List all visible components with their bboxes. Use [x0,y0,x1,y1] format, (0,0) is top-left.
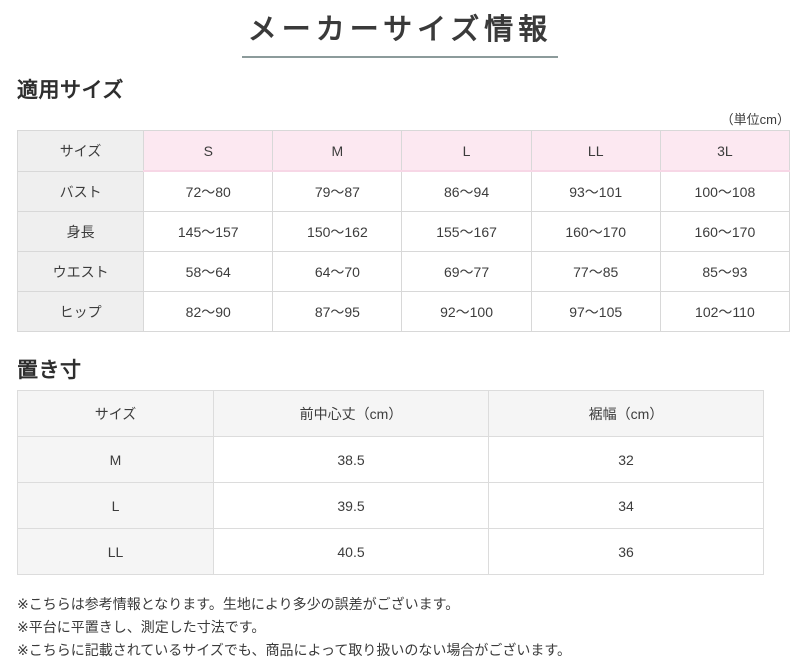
table-cell: 64〜70 [272,251,403,293]
table-header-row: サイズ S M L LL 3L [16,130,791,173]
table-cell: 40.5 [213,528,489,576]
table-cell: 79〜87 [272,170,403,213]
table-cell: 92〜100 [401,291,532,333]
flat-measurements-table: サイズ 前中心丈（cm） 裾幅（cm） M 38.5 32 L 39.5 34 … [17,390,764,576]
table-cell: 160〜170 [659,211,791,253]
table-cell: 39.5 [213,482,489,530]
note-item: ※こちらは参考情報となります。生地により多少の誤差がございます。 [17,596,460,613]
table-cell: 97〜105 [530,291,661,333]
table-row: ヒップ 82〜90 87〜95 92〜100 97〜105 102〜110 [16,291,791,333]
table-row: バスト 72〜80 79〜87 86〜94 93〜101 100〜108 [16,170,791,213]
note-item: ※こちらに記載されているサイズでも、商品によって取り扱いのない場合がございます。 [17,641,571,658]
table-row: ウエスト 58〜64 64〜70 69〜77 77〜85 85〜93 [16,251,791,293]
section-heading-flat-measurements: 置き寸 [17,359,82,383]
table-row: LL 40.5 36 [17,528,764,576]
column-header-m: M [272,130,403,173]
table-cell: 85〜93 [659,251,791,293]
table-cell: 58〜64 [143,251,274,293]
table-cell: 102〜110 [659,291,791,333]
row-label-hip: ヒップ [16,291,145,333]
column-header-ll: LL [530,130,661,173]
table-cell: 36 [488,528,764,576]
table-cell: 82〜90 [143,291,274,333]
applicable-size-table: サイズ S M L LL 3L バスト 72〜80 79〜87 86〜94 93… [16,130,791,333]
page-title: メーカーサイズ情報 [241,12,559,59]
flat-measurements-table-head: サイズ 前中心丈（cm） 裾幅（cm） [17,390,764,438]
table-cell: 86〜94 [401,170,532,213]
table-cell: 72〜80 [143,170,274,213]
table-cell: 32 [488,436,764,484]
table-cell: 155〜167 [401,211,532,253]
table-cell: 100〜108 [659,170,791,213]
table-cell: 34 [488,482,764,530]
table-cell: 38.5 [213,436,489,484]
note-item: ※平台に平置きし、測定した寸法です。 [17,618,266,635]
table-row: M 38.5 32 [17,436,764,484]
row-label-bust: バスト [16,170,145,213]
column-header-s: S [143,130,274,173]
table-cell: 160〜170 [530,211,661,253]
row-label-m: M [17,436,214,484]
table-cell: 87〜95 [272,291,403,333]
table-header-row: サイズ 前中心丈（cm） 裾幅（cm） [17,390,764,438]
flat-measurements-table-body: M 38.5 32 L 39.5 34 LL 40.5 36 [17,436,764,576]
section-heading-applicable-size: 適用サイズ [17,79,124,103]
table-row: 身長 145〜157 150〜162 155〜167 160〜170 160〜1… [16,211,791,253]
column-header-hem-width: 裾幅（cm） [488,390,764,438]
unit-note: （単位cm） [720,112,790,128]
row-label-height: 身長 [16,211,145,253]
unit-note-row: （単位cm） [17,110,790,128]
table-cell: 150〜162 [272,211,403,253]
table-cell: 77〜85 [530,251,661,293]
table-cell: 69〜77 [401,251,532,293]
column-header-size: サイズ [16,130,145,172]
table-cell: 145〜157 [143,211,274,253]
table-row: L 39.5 34 [17,482,764,530]
title-container: メーカーサイズ情報 [0,0,800,59]
row-label-l: L [17,482,214,530]
column-header-front-center-length: 前中心丈（cm） [213,390,489,438]
row-label-ll: LL [17,528,214,576]
row-label-waist: ウエスト [16,251,145,293]
notes-block: ※こちらは参考情報となります。生地により多少の誤差がございます。 ※平台に平置き… [17,593,800,661]
column-header-3l: 3L [659,130,791,173]
table-cell: 93〜101 [530,170,661,213]
column-header-size: サイズ [17,390,214,438]
applicable-size-table-body: バスト 72〜80 79〜87 86〜94 93〜101 100〜108 身長 … [16,170,791,333]
column-header-l: L [401,130,532,173]
applicable-size-table-head: サイズ S M L LL 3L [16,130,791,173]
